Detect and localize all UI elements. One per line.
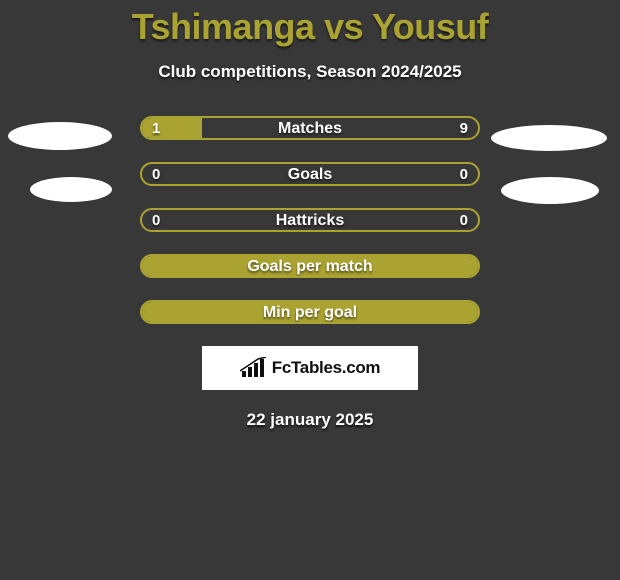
stat-bar: 1Matches9 [140,116,480,140]
stat-bar-left-fill [142,256,478,276]
stat-row: Goals per match [140,254,480,278]
stat-bar-left-fill [142,302,478,322]
stat-value-right: 0 [460,164,468,184]
stat-value-left: 0 [152,164,160,184]
stat-bar: Min per goal [140,300,480,324]
stat-bar: 0Goals0 [140,162,480,186]
stat-value-right: 9 [460,118,468,138]
stat-bar-left-fill [142,118,202,138]
stat-value-right: 0 [460,210,468,230]
stat-label: Hattricks [142,210,478,230]
snapshot-date: 22 january 2025 [0,410,620,430]
decorative-ellipse [501,177,599,204]
stat-row: 0Hattricks0 [140,208,480,232]
stat-bar: 0Hattricks0 [140,208,480,232]
stat-value-left: 0 [152,210,160,230]
bar-chart-icon [240,357,266,379]
stat-bar: Goals per match [140,254,480,278]
decorative-ellipse [8,122,112,150]
decorative-ellipse [30,177,112,202]
stat-label: Goals [142,164,478,184]
decorative-ellipse [491,125,607,151]
stat-row: 0Goals0 [140,162,480,186]
source-logo-text: FcTables.com [272,358,381,378]
comparison-title: Tshimanga vs Yousuf [0,6,620,48]
stat-row: 1Matches9 [140,116,480,140]
stat-row: Min per goal [140,300,480,324]
source-logo: FcTables.com [202,346,418,390]
comparison-subtitle: Club competitions, Season 2024/2025 [0,62,620,82]
